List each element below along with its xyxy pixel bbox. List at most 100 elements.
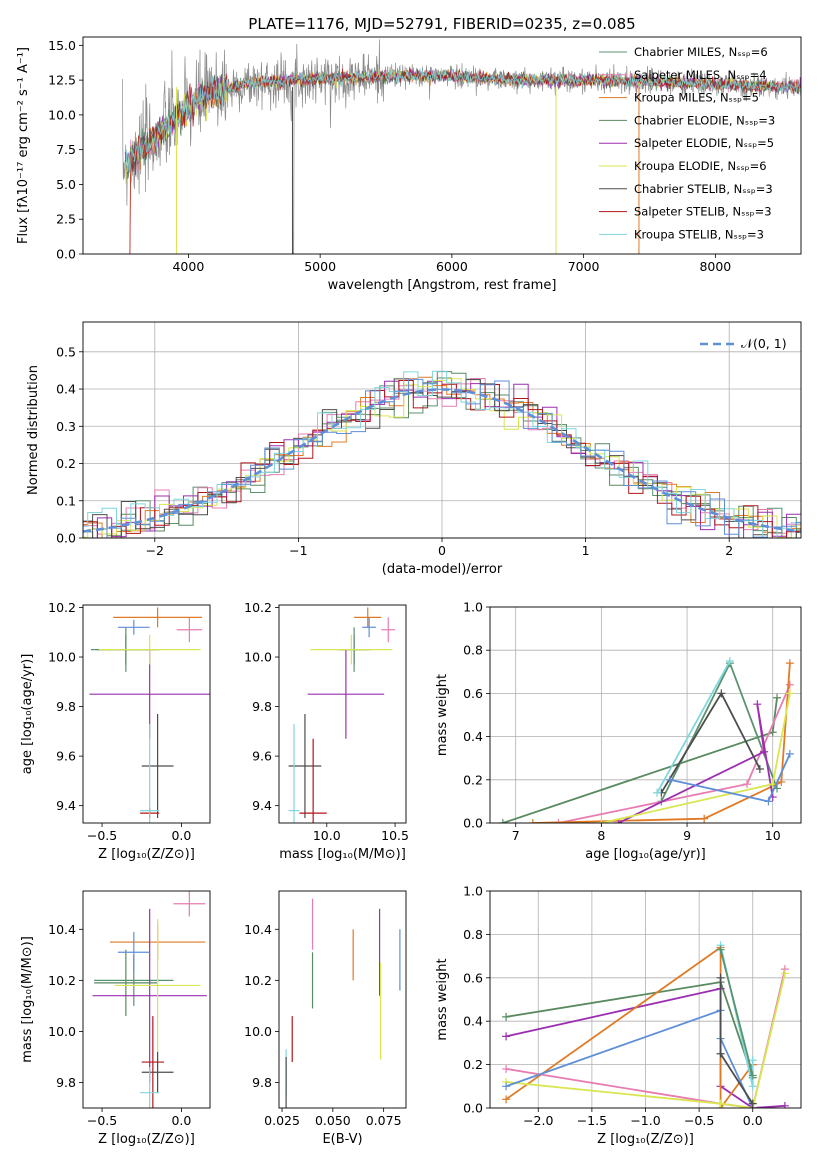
x-tick-label: 9 [683,828,691,843]
x-tick-label: 8000 [699,259,731,274]
y-tick-label: 10.0 [48,1024,76,1039]
x-tick-label: 0.0 [171,1113,191,1128]
weight-marker [764,797,773,806]
y-tick-label: 0.4 [56,382,76,397]
weight-marker [716,1049,725,1058]
x-tick-label: 7000 [568,259,600,274]
axes-frame [278,890,407,1109]
x-tick-label: −1 [289,543,307,558]
y-tick-label: 0.0 [463,816,483,831]
x-tick-label: −2 [146,543,164,558]
x-axis-label: (data-model)/error [382,562,503,577]
y-axis-label: mass [log₁₀(M/M⊙)] [20,936,35,1063]
y-tick-label: 9.8 [56,1075,76,1090]
weight-line-1 [660,660,778,802]
y-tick-label: 12.5 [48,73,76,88]
x-tick-label: −0.5 [87,828,117,843]
legend-label: Salpeter STELIB, Nₛₛₚ=3 [634,205,772,219]
legend-label: Chabrier ELODIE, Nₛₛₚ=3 [634,113,775,127]
y-tick-label: 0.0 [463,1101,483,1116]
y-tick-label: 10.0 [244,1024,272,1039]
panel-4: 7 8 9 10 0.0 0.2 0.4 0.6 0.8 1.0 age [log₁₀(age/yr… [435,600,802,862]
y-tick-label: 0.8 [463,927,483,942]
x-tick-label: 10.5 [381,828,409,843]
chart-title: PLATE=1176, MJD=52791, FIBERID=0235, z=0… [248,15,635,33]
x-tick-label: 4000 [172,259,204,274]
weight-marker [748,1099,757,1108]
legend: Chabrier MILES, Nₛₛₚ=6 Salpeter MILES, Nₛ… [599,45,775,241]
x-axis-label: wavelength [Angstrom, rest frame] [328,278,557,293]
x-tick-label: 0.050 [315,1113,351,1128]
panel-1: −2 −1 0 1 2 0.0 0.1 0.2 0.3 0.4 0.5 (data-model)/er… [26,321,802,577]
y-tick-label: 10.4 [48,922,76,937]
weight-marker [743,780,752,789]
x-tick-label: 2 [725,543,733,558]
weight-marker [597,819,606,823]
weight-marker [760,747,769,756]
legend-label: Salpeter MILES, Nₛₛₚ=4 [634,68,767,82]
y-tick-label: 0.2 [56,456,76,471]
y-axis-label: age [log₁₀(age/yr)] [20,654,35,775]
x-tick-label: 0 [438,543,446,558]
x-tick-label: −0.5 [684,1113,714,1128]
y-tick-label: 0.0 [56,247,76,262]
y-axis-label: Flux [fλ10⁻¹⁷ erg cm⁻² s⁻¹ A⁻¹] [16,47,31,244]
y-tick-label: 10.0 [48,650,76,665]
weight-marker [785,680,794,689]
x-tick-label: 0.0 [743,1113,763,1128]
weight-marker [502,1012,511,1021]
y-axis-label: mass weight [435,674,450,756]
weight-marker [716,973,725,982]
legend-label: Salpeter ELODIE, Nₛₛₚ=5 [634,136,774,150]
gaussian-curve [83,388,801,533]
y-tick-label: 9.6 [56,749,76,764]
weight-marker [502,1095,511,1104]
panel-5: −0.5 0.0 9.8 10.0 10.2 10.4 Z [log₁₀(Z/Z⊙)] mas… [20,890,211,1147]
y-tick-label: 0.6 [463,970,483,985]
y-tick-label: 0.4 [463,1014,483,1029]
x-tick-label: −1.0 [630,1113,660,1128]
weight-marker [777,777,786,786]
x-tick-label: −2.0 [523,1113,553,1128]
weight-marker [780,1101,789,1108]
y-tick-label: 9.8 [252,699,272,714]
y-tick-label: 0.0 [56,531,76,546]
x-tick-label: 6000 [436,259,468,274]
weight-marker [748,1056,757,1065]
weight-marker [614,819,623,823]
axes-frame [82,36,802,255]
y-tick-label: 10.2 [244,600,272,615]
weight-line-2 [558,684,791,823]
weight-marker [528,819,537,823]
axes-frame [489,890,802,1109]
weight-marker [554,819,563,823]
x-axis-label: mass [log₁₀(M/M⊙)] [279,847,406,862]
histogram-6 [83,378,801,538]
weight-marker [773,693,782,702]
weight-marker [785,689,794,698]
weight-marker [748,1082,757,1091]
x-tick-label: 0.075 [366,1113,402,1128]
y-tick-label: 10.2 [48,600,76,615]
weight-marker [753,700,762,709]
panel-7: −2.0 −1.5 −1.0 −0.5 0.0 0.0 0.2 0.4 0.6 0.8 1.0 Z [… [435,884,802,1147]
legend-label: 𝒩(0, 1) [741,336,787,351]
y-axis-label: Normed distribution [26,365,41,495]
x-tick-label: −0.5 [87,1113,117,1128]
plot-area [502,941,789,1108]
histogram-9 [83,378,801,538]
y-tick-label: 1.0 [463,884,483,899]
legend-label: Kroupa ELODIE, Nₛₛₚ=6 [634,159,767,173]
x-tick-label: 0.025 [264,1113,300,1128]
y-tick-label: 0.4 [463,729,483,744]
weight-line-5 [505,1009,754,1108]
y-tick-label: 9.8 [56,699,76,714]
weight-line-4 [506,973,786,1108]
weight-marker [498,819,507,823]
x-tick-label: 10.0 [313,828,341,843]
weight-marker [785,659,794,668]
axes-frame [82,321,802,539]
panel-3: 10.0 10.5 9.4 9.6 9.8 10.0 10.2 mass [log₁₀(M/M… [244,600,409,862]
y-tick-label: 7.5 [56,142,76,157]
